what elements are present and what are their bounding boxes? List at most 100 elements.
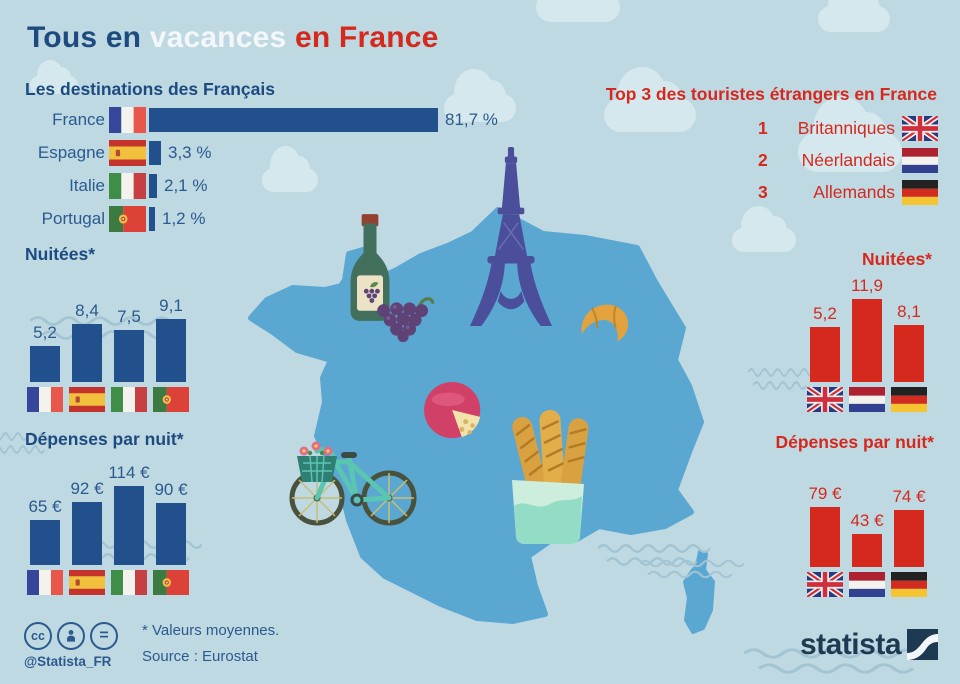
flag-fr-icon [27, 570, 63, 595]
cloud-icon [818, 0, 890, 32]
bar-column: 7,5 [110, 307, 148, 412]
flag-it-icon [111, 387, 147, 412]
cc-icon: cc [24, 622, 52, 650]
rank-number: 2 [758, 149, 768, 170]
bar [149, 140, 161, 165]
title-segment: en France [286, 21, 439, 54]
destinations-heading: Les destinations des Français [25, 79, 275, 99]
bar [156, 319, 186, 382]
page-title: Tous en vacances en France [27, 21, 439, 55]
bar-column: 43 € [848, 511, 886, 597]
bar [30, 346, 60, 382]
wine-bottle-illustration [350, 214, 390, 321]
bar [852, 299, 882, 382]
bar-column: 11,9 [848, 276, 886, 412]
flag-de-icon [891, 572, 927, 597]
nationality-label: Britanniques [797, 117, 895, 138]
bicycle-illustration [289, 441, 417, 526]
country-label: Portugal [41, 208, 105, 228]
bar-column: 92 € [68, 479, 106, 595]
bar-column: 5,2 [26, 323, 64, 412]
bar-column: 9,1 [152, 296, 190, 412]
cheese-illustration [424, 381, 481, 439]
flag-it-icon [111, 570, 147, 595]
bar [894, 325, 924, 382]
cloud-icon [262, 146, 318, 192]
nights-french-heading: Nuitées* [25, 244, 96, 264]
bar-column: 65 € [26, 497, 64, 595]
flag-nl-icon [902, 147, 938, 173]
bar-column: 90 € [152, 480, 190, 595]
no-derivatives-icon: = [90, 622, 118, 650]
bar [852, 534, 882, 567]
flag-gb-icon [902, 115, 938, 141]
bar-value-label: 74 € [892, 487, 926, 506]
croissant-illustration [581, 304, 629, 342]
bar-value-label: 5,2 [813, 304, 837, 323]
bar-column: 5,2 [806, 304, 844, 412]
flag-it-icon [109, 172, 146, 199]
wave-decoration [0, 432, 52, 454]
bar [810, 507, 840, 567]
eiffel-tower-illustration [470, 147, 552, 327]
bar [30, 520, 60, 565]
cloud-icon [604, 67, 696, 132]
bar-value-label: 79 € [808, 484, 842, 503]
top3-row: 3 Allemands [758, 176, 938, 208]
bar-value-label: 81,7 % [445, 109, 498, 129]
bar [72, 502, 102, 565]
statista-logo: statista [800, 629, 938, 660]
wave-decoration [748, 368, 814, 390]
destination-row: Portugal 1,2 % [24, 202, 498, 235]
nationality-label: Néerlandais [801, 149, 895, 170]
bar [894, 510, 924, 567]
nights-french-chart: 5,2 8,4 7,5 9,1 [26, 296, 190, 412]
cloud-icon [798, 96, 902, 172]
flag-pt-icon [153, 570, 189, 595]
bar-value-label: 8,1 [897, 302, 921, 321]
bar-value-label: 2,1 % [164, 175, 208, 195]
flag-nl-icon [849, 387, 885, 412]
bar [149, 107, 438, 132]
bar-value-label: 5,2 [33, 323, 57, 342]
nights-foreign-heading: Nuitées* [861, 249, 932, 269]
flag-de-icon [902, 179, 938, 205]
rank-number: 3 [758, 181, 768, 202]
flag-pt-icon [109, 205, 146, 232]
bar-value-label: 43 € [850, 511, 884, 530]
flag-fr-icon [109, 106, 146, 133]
top3-row: 2 Néerlandais [758, 144, 938, 176]
country-label: Espagne [37, 142, 105, 162]
bar-value-label: 65 € [28, 497, 62, 516]
bar-value-label: 8,4 [75, 301, 99, 320]
cloud-icon [536, 0, 620, 22]
cloud-icon [30, 59, 78, 94]
bar [114, 330, 144, 382]
wave-decoration [744, 648, 936, 674]
bar-column: 74 € [890, 487, 928, 597]
bar [114, 486, 144, 565]
source-label: Source : Eurostat [142, 648, 258, 665]
statista-wordmark: statista [799, 628, 902, 661]
country-label: Italie [69, 175, 105, 195]
bar-value-label: 7,5 [117, 307, 141, 326]
cloud-icon [444, 68, 516, 122]
spend-foreign-heading: Dépenses par nuit* [775, 432, 934, 452]
top3-heading: Top 3 des touristes étrangers en France [605, 84, 937, 104]
nationality-label: Allemands [813, 181, 895, 202]
destination-row: France 81,7 % [24, 103, 498, 136]
bar [149, 173, 157, 198]
attribution-icon [57, 622, 85, 650]
statista-logo-icon [907, 629, 938, 660]
statista-handle: @Statista_FR [24, 654, 112, 669]
bar [72, 324, 102, 382]
wave-decoration [30, 316, 185, 340]
bar-value-label: 90 € [154, 480, 188, 499]
nights-foreign-chart: 5,2 11,9 8,1 [806, 276, 928, 412]
footnote: * Valeurs moyennes. [142, 622, 280, 639]
bar [156, 503, 186, 565]
flag-gb-icon [807, 387, 843, 412]
flag-gb-icon [807, 572, 843, 597]
flag-fr-icon [27, 387, 63, 412]
